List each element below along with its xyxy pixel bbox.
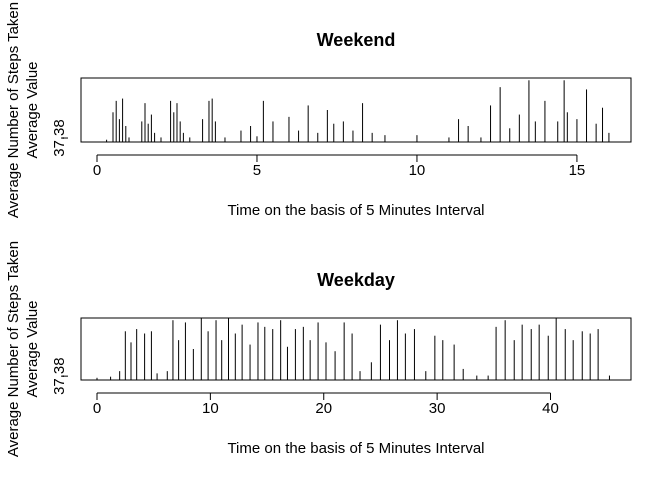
x-tick-label: 20 [315,400,332,417]
x-tick-label: 15 [569,162,586,179]
panel-title: Weekend [317,30,396,50]
y-tick-label: 37.38 [51,357,68,395]
panel-title: Weekday [317,270,395,290]
x-tick-label: 10 [409,162,426,179]
y-axis-label: Average Value [24,61,41,158]
x-axis-label: Time on the basis of 5 Minutes Interval [227,440,484,457]
y-axis-label: Average Number of Steps Taken [5,241,22,457]
x-tick-label: 40 [542,400,559,417]
y-tick-label: 37.38 [51,119,68,157]
y-axis-label: Average Number of Steps Taken [5,2,22,218]
x-tick-label: 30 [429,400,446,417]
plot-frame [80,317,632,381]
x-tick-label: 5 [253,162,261,179]
x-tick-label: 0 [93,400,101,417]
y-axis-label: Average Value [24,300,41,397]
plot-frame [80,77,632,143]
x-axis-label: Time on the basis of 5 Minutes Interval [227,202,484,219]
x-tick-label: 0 [93,162,101,179]
x-tick-label: 10 [202,400,219,417]
